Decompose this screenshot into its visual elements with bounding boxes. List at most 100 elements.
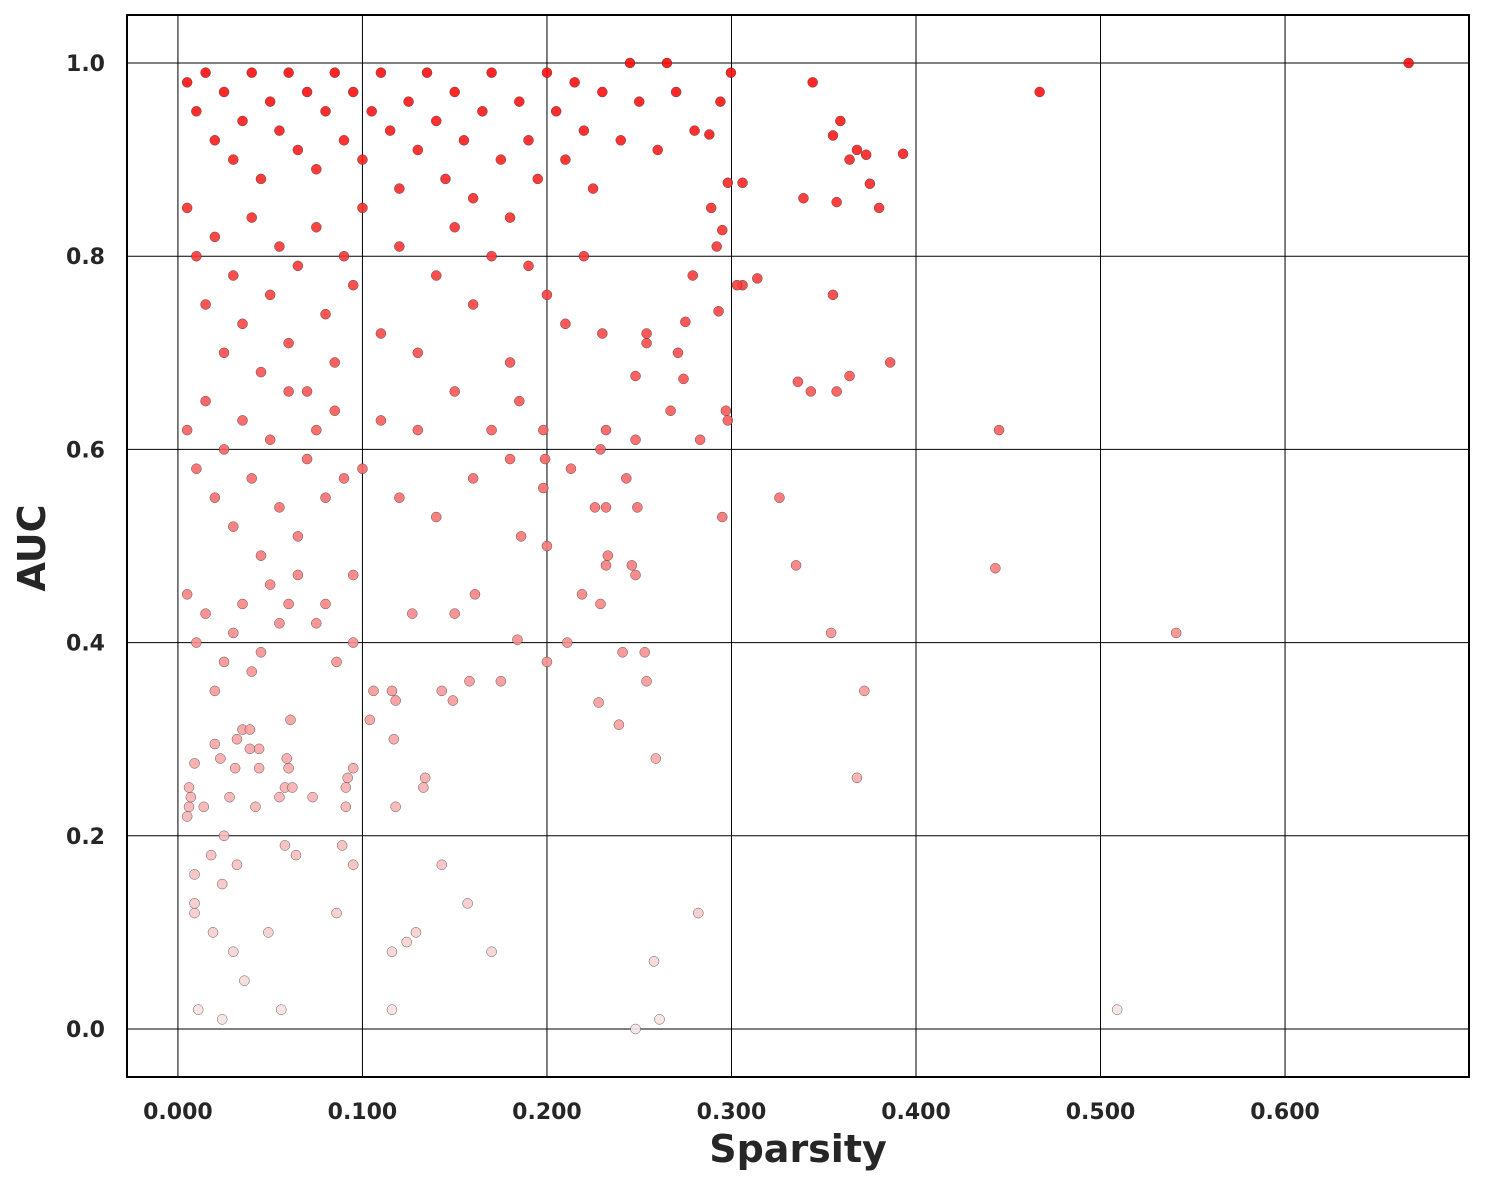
point [469,589,481,600]
point [340,801,352,813]
point [366,106,377,117]
point [320,492,331,503]
y-tick-label: 0.8 [66,245,105,270]
point [538,482,549,494]
point [253,743,265,755]
point [412,347,424,359]
point [711,241,722,252]
point [717,511,728,523]
point [720,405,732,416]
point [209,685,221,697]
point [672,347,684,359]
point [431,511,442,523]
point [200,299,211,310]
point [798,193,809,204]
point [440,173,451,185]
point [342,772,353,784]
point [615,135,626,146]
point [246,212,257,223]
point [193,1004,204,1015]
point [630,434,641,445]
x-tick-label: 0.000 [143,1100,213,1125]
point [578,125,590,136]
point [403,96,414,107]
point [237,598,248,610]
point [621,473,632,484]
point [418,782,429,793]
point [191,106,202,117]
point [990,563,1001,574]
point [680,316,691,328]
point [246,473,257,484]
point [654,1014,665,1025]
x-tick-label: 0.100 [328,1100,398,1125]
point [394,183,405,194]
point [218,830,230,841]
point [421,67,433,78]
point [752,273,763,284]
point [512,634,523,645]
point [541,289,553,301]
point [274,125,285,136]
point [301,86,313,98]
point [562,637,573,648]
point [550,106,562,117]
point [357,463,368,474]
point [449,608,460,619]
point [388,733,400,745]
point [665,405,676,416]
point [560,154,571,165]
point [704,129,715,140]
point [301,386,313,397]
point [578,251,590,262]
point [292,569,304,581]
point [198,801,209,813]
point [384,125,396,136]
point [805,386,817,397]
point [218,656,230,668]
point [569,77,580,88]
point [687,270,698,281]
point [514,395,525,407]
point [486,946,497,957]
point [715,96,726,107]
point [515,531,527,542]
point [600,502,612,513]
point [589,502,601,513]
point [217,1014,228,1025]
point [1170,627,1182,639]
point [486,424,497,436]
point [873,202,885,214]
point [255,173,267,185]
point [253,762,265,774]
point [831,196,842,208]
point [565,463,577,474]
point [191,251,202,262]
point [290,849,302,861]
point [410,927,422,938]
point [844,154,855,165]
point [495,154,507,165]
point [386,946,398,957]
point [670,86,682,98]
point [320,598,331,610]
point [412,144,424,156]
point [431,270,442,281]
point [449,222,460,233]
point [250,801,261,813]
point [477,106,488,117]
point [449,86,460,98]
point [523,260,534,272]
point [693,907,704,919]
point [495,676,507,687]
point [661,57,673,69]
point [209,738,221,750]
point [447,695,459,706]
point [650,753,662,764]
point [338,135,350,146]
point [792,376,804,387]
point [386,1004,398,1015]
point [436,859,447,870]
point [737,177,748,188]
point [678,373,689,385]
